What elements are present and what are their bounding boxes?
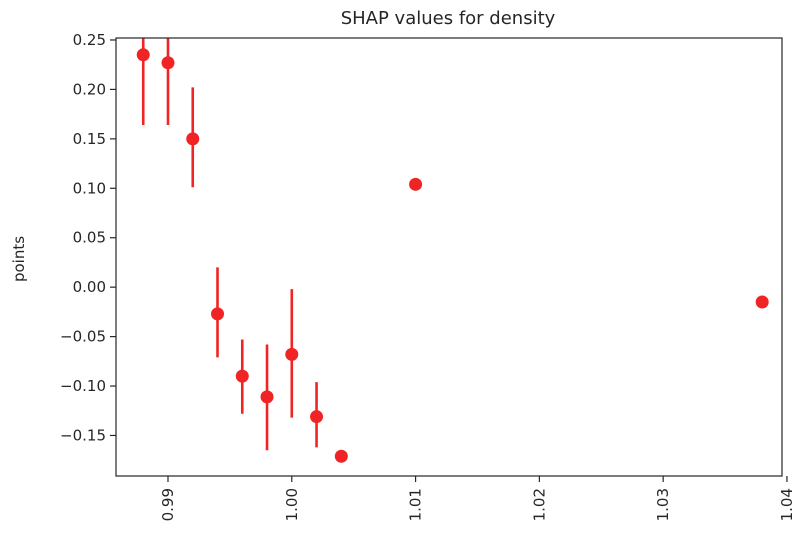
x-tick-label: 1.01 [407, 488, 425, 521]
data-point-8 [334, 449, 348, 463]
y-axis: 0.25 0.20 0.15 0.10 0.05 0.00 −0.05 −0.10 −0.15 [60, 31, 116, 444]
y-tick-label: −0.15 [60, 426, 106, 444]
data-point-6 [285, 347, 299, 361]
x-tick-label: 1.00 [283, 488, 301, 521]
plot-frame [115, 37, 783, 477]
data-point-5 [260, 390, 274, 404]
y-tick-label: −0.10 [60, 377, 106, 395]
y-tick-label: 0.25 [73, 31, 106, 49]
x-axis: 0.99 1.00 1.01 1.02 1.03 1.04 [159, 476, 796, 521]
y-tick-label: 0.00 [73, 278, 106, 296]
data-point-2 [186, 132, 200, 146]
data-point-0 [136, 48, 150, 62]
x-tick-label: 1.02 [530, 488, 548, 521]
x-tick-label: 1.04 [778, 488, 796, 521]
y-tick-label: 0.10 [73, 179, 106, 197]
data-point-4 [235, 369, 249, 383]
y-tick-label: −0.05 [60, 328, 106, 346]
plot-area [136, 38, 769, 463]
data-point-10 [755, 295, 769, 309]
x-tick-label: 0.99 [159, 488, 177, 521]
x-tick-label: 1.03 [654, 488, 672, 521]
data-point-1 [161, 56, 175, 70]
y-tick-label: 0.20 [73, 80, 106, 98]
chart-title: SHAP values for density [341, 8, 556, 29]
y-tick-label: 0.05 [73, 229, 106, 247]
data-point-3 [211, 307, 225, 321]
data-point-9 [409, 177, 423, 191]
data-point-7 [310, 410, 324, 424]
y-axis-label: points [10, 236, 28, 282]
y-tick-label: 0.15 [73, 130, 106, 148]
